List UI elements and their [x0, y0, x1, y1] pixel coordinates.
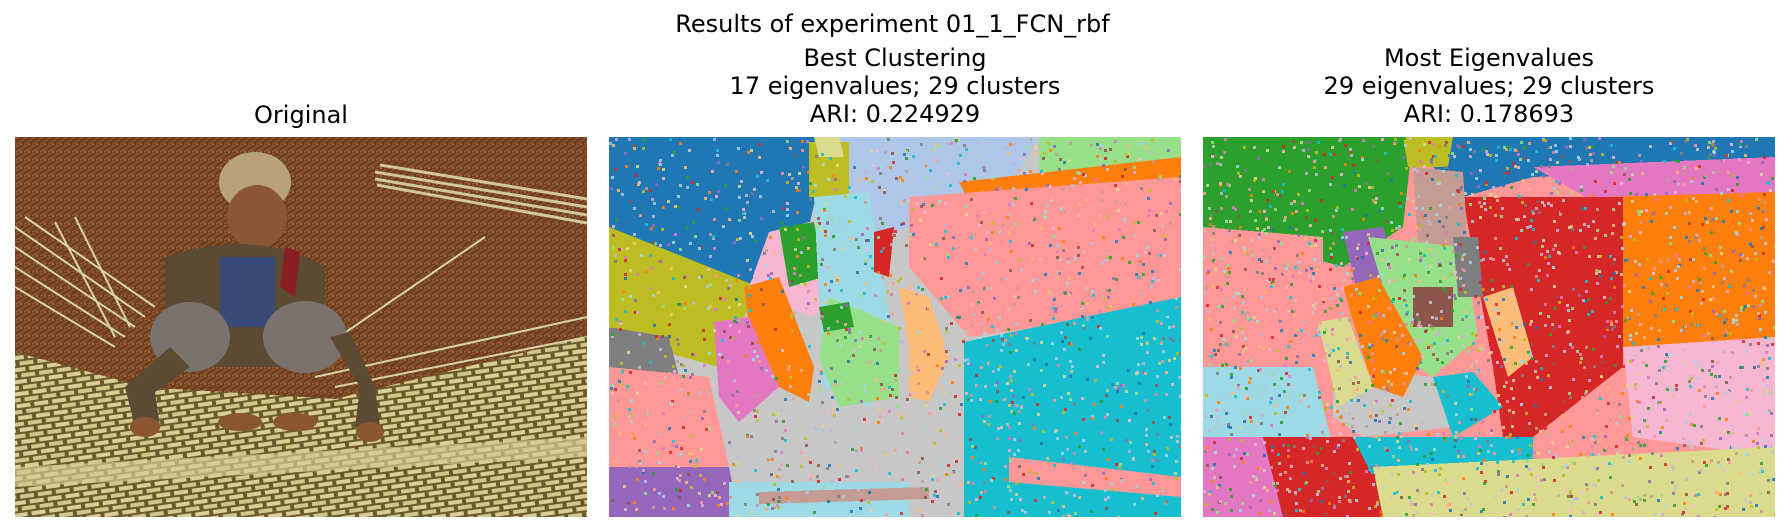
original-image	[15, 137, 587, 517]
figure-suptitle: Results of experiment 01_1_FCN_rbf	[675, 10, 1110, 38]
most-eigenvalues-svg	[1203, 137, 1775, 517]
cluster-noise	[609, 138, 1181, 517]
most-eigenvalues-title-line-2: 29 eigenvalues; 29 clusters	[1323, 72, 1655, 100]
best-clustering-svg	[609, 137, 1181, 517]
best-clustering-title-line-1: Best Clustering	[803, 44, 987, 72]
original-title-line: Original	[254, 101, 348, 129]
most-eigenvalues-title-line-3: ARI: 0.178693	[1403, 100, 1575, 128]
best-clustering-title-line-2: 17 eigenvalues; 29 clusters	[729, 72, 1061, 100]
most-eigenvalues-image	[1203, 137, 1775, 517]
original-photo-svg	[15, 137, 587, 517]
original-title: Original	[13, 101, 589, 129]
best-clustering-image	[609, 137, 1181, 517]
best-clustering-title-line-3: ARI: 0.224929	[809, 100, 981, 128]
best-clustering-title: Best Clustering 17 eigenvalues; 29 clust…	[607, 44, 1183, 128]
most-eigenvalues-title: Most Eigenvalues 29 eigenvalues; 29 clus…	[1201, 44, 1777, 128]
most-eigenvalues-title-line-1: Most Eigenvalues	[1383, 44, 1595, 72]
cluster-noise	[1203, 137, 1775, 517]
